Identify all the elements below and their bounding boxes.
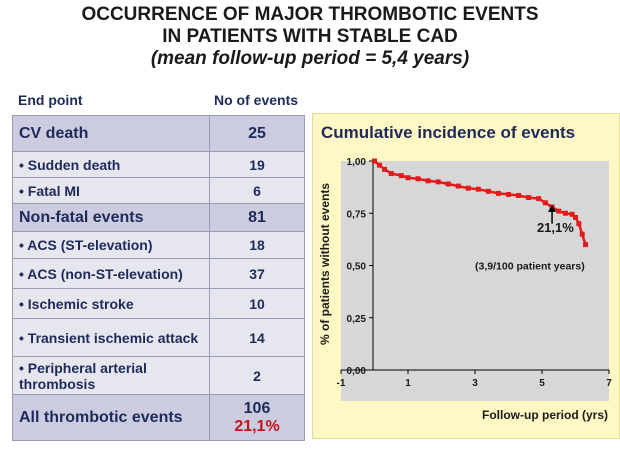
- data-point: [475, 186, 481, 192]
- data-point: [398, 173, 404, 179]
- y-tick-label: 0,00: [347, 366, 367, 377]
- data-point: [455, 183, 461, 189]
- data-point: [516, 192, 522, 198]
- table-row: • ACS (ST-elevation) 18: [12, 231, 305, 259]
- total-percent: 21,1%: [234, 417, 280, 435]
- kaplan-meier-chart: Cumulative incidence of events 0,00 0,25 0…: [318, 123, 612, 422]
- title-line-3: (mean follow-up period = 5,4 years): [150, 48, 470, 69]
- row-value: 2: [209, 356, 305, 395]
- y-tick-label: 1,00: [347, 157, 367, 168]
- table-row: • Ischemic stroke 10: [12, 288, 305, 319]
- total-value-cell: 106 21,1%: [209, 394, 305, 441]
- data-point: [576, 221, 582, 227]
- chart-panel: Cumulative incidence of events 0,00 0,25 0…: [312, 113, 620, 439]
- table-row: • ACS (non-ST-elevation) 37: [12, 258, 305, 289]
- data-point: [536, 196, 542, 202]
- row-value: 10: [209, 288, 305, 319]
- data-point: [495, 190, 501, 196]
- title-line-1: OCCURRENCE OF MAJOR THROMBOTIC EVENTS: [81, 4, 539, 25]
- x-tick-label: 5: [539, 378, 545, 389]
- data-point: [562, 210, 568, 216]
- data-point: [435, 179, 441, 185]
- row-label: • ACS (ST-elevation): [12, 231, 210, 259]
- total-value: 106: [243, 399, 271, 417]
- x-axis-label: Follow-up period (yrs): [482, 408, 608, 422]
- table-row: CV death 25: [12, 115, 305, 152]
- plot-area: [341, 161, 609, 401]
- data-point: [579, 231, 585, 237]
- data-point: [506, 191, 511, 197]
- data-point: [388, 171, 394, 177]
- row-label: • Ischemic stroke: [12, 288, 210, 319]
- table-row: Non-fatal events 81: [12, 203, 305, 232]
- row-label: • Peripheral arterial thrombosis: [12, 356, 210, 395]
- annotation-rate: (3,9/100 patient years): [475, 261, 585, 273]
- data-point: [445, 181, 451, 187]
- data-point: [542, 200, 548, 206]
- row-label: • ACS (non-ST-elevation): [12, 258, 210, 289]
- data-point: [405, 175, 411, 181]
- row-value: 25: [209, 115, 305, 152]
- table-row: • Peripheral arterial thrombosis 2: [12, 356, 305, 395]
- row-value: 81: [209, 203, 305, 232]
- data-point: [372, 158, 377, 164]
- table-row: • Sudden death 19: [12, 151, 305, 178]
- table-row: • Transient ischemic attack 14: [12, 318, 305, 357]
- row-value: 6: [209, 177, 305, 204]
- data-point: [425, 178, 431, 184]
- row-value: 37: [209, 258, 305, 289]
- table-row: • Fatal MI 6: [12, 177, 305, 204]
- table-header-endpoint: End point: [18, 92, 83, 108]
- y-tick-label: 0,25: [347, 314, 367, 325]
- data-point: [583, 242, 589, 248]
- row-value: 18: [209, 231, 305, 259]
- data-point: [556, 208, 562, 214]
- annotation-percent: 21,1%: [537, 220, 574, 235]
- data-point: [415, 176, 421, 182]
- data-point: [485, 188, 491, 194]
- row-label: • Sudden death: [12, 151, 210, 178]
- row-label: • Fatal MI: [12, 177, 210, 204]
- table-header-count: No of events: [214, 92, 299, 108]
- total-label: All thrombotic events: [12, 394, 210, 441]
- row-value: 19: [209, 151, 305, 178]
- x-tick-label: 7: [606, 378, 612, 389]
- row-label: CV death: [12, 115, 210, 152]
- x-tick-label: -1: [337, 378, 346, 389]
- data-point: [382, 166, 388, 172]
- data-point: [573, 214, 578, 220]
- row-value: 14: [209, 318, 305, 357]
- chart-title: Cumulative incidence of events: [321, 123, 575, 142]
- data-point: [377, 162, 383, 168]
- y-tick-label: 0,50: [347, 262, 367, 273]
- title-line-2: IN PATIENTS WITH STABLE CAD: [162, 26, 458, 47]
- row-label: Non-fatal events: [12, 203, 210, 232]
- slide-title: OCCURRENCE OF MAJOR THROMBOTIC EVENTS IN…: [0, 4, 620, 70]
- table-total-row: All thrombotic events 106 21,1%: [12, 394, 305, 441]
- series-line: [373, 160, 587, 245]
- y-tick-label: 0,75: [347, 209, 367, 220]
- x-tick-label: 1: [405, 378, 411, 389]
- row-label: • Transient ischemic attack: [12, 318, 210, 357]
- x-tick-label: 3: [472, 378, 478, 389]
- data-point: [526, 195, 532, 201]
- data-point: [569, 211, 575, 217]
- arrow-head: [548, 204, 557, 212]
- y-axis-label: % of patients without events: [318, 183, 332, 345]
- events-table: CV death 25 • Sudden death 19 • Fatal MI…: [12, 115, 305, 441]
- data-point: [465, 185, 471, 191]
